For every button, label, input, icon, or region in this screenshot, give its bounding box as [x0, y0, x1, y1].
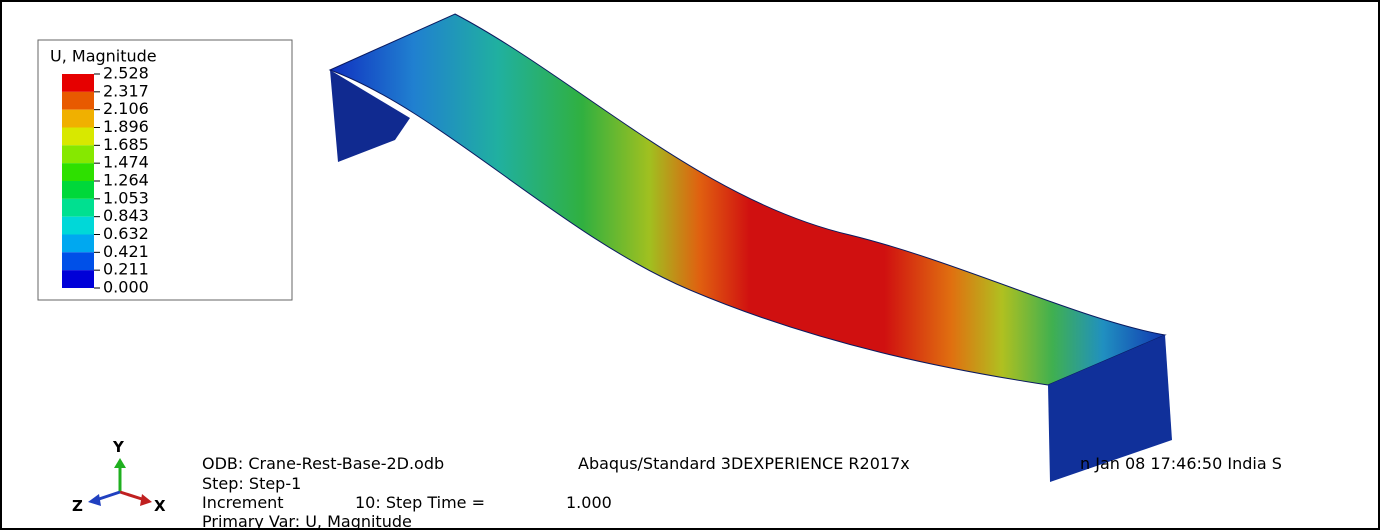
triad-z: Z	[72, 497, 83, 515]
time-value: 1.000	[566, 493, 612, 512]
legend-label: 2.317	[103, 81, 149, 100]
legend-label: 0.211	[103, 260, 149, 279]
legend-band	[62, 252, 94, 271]
legend-title: U, Magnitude	[50, 47, 157, 66]
step: Step: Step-1	[202, 474, 301, 493]
triad: Y Z X	[72, 438, 166, 515]
legend-band	[62, 270, 94, 288]
legend-label: 0.843	[103, 206, 149, 225]
legend-band	[62, 216, 94, 235]
legend-band	[62, 145, 94, 164]
legend-label: 1.264	[103, 171, 149, 190]
left-flange	[330, 70, 410, 162]
x-axis-arrow	[119, 490, 146, 502]
step-time: 10: Step Time =	[355, 493, 485, 512]
z-axis-arrow	[95, 490, 121, 502]
triad-y: Y	[112, 438, 125, 456]
legend-band	[62, 234, 94, 253]
y-arrow-head	[114, 458, 126, 468]
odb-name: ODB: Crane-Rest-Base-2D.odb	[202, 454, 444, 473]
date: n Jan 08 17:46:50 India S	[1080, 454, 1282, 473]
triad-x: X	[154, 497, 166, 515]
beam-top-face	[328, 13, 1167, 386]
legend-label: 1.896	[103, 117, 149, 136]
legend-label: 1.685	[103, 135, 149, 154]
legend-band	[62, 74, 94, 92]
legend-label: 2.528	[103, 64, 149, 83]
legend-band	[62, 91, 94, 110]
legend-label: 0.632	[103, 224, 149, 243]
legend: 2.5282.3172.1061.8961.6851.4741.2641.053…	[62, 64, 149, 297]
right-flange	[1048, 335, 1172, 482]
legend-band	[62, 163, 94, 181]
legend-band	[62, 198, 94, 217]
increment: Increment	[202, 493, 284, 512]
legend-label: 2.106	[103, 99, 149, 118]
primary-var: Primary Var: U, Magnitude	[202, 512, 412, 530]
legend-label: 0.000	[103, 278, 149, 297]
legend-label: 0.421	[103, 242, 149, 261]
legend-label: 1.053	[103, 188, 149, 207]
x-arrow-head	[140, 494, 152, 506]
legend-band	[62, 127, 94, 146]
solver: Abaqus/Standard 3DEXPERIENCE R2017x	[578, 454, 910, 473]
legend-band	[62, 109, 94, 128]
legend-label: 1.474	[103, 153, 149, 172]
z-arrow-head	[88, 494, 101, 506]
legend-band	[62, 181, 94, 199]
